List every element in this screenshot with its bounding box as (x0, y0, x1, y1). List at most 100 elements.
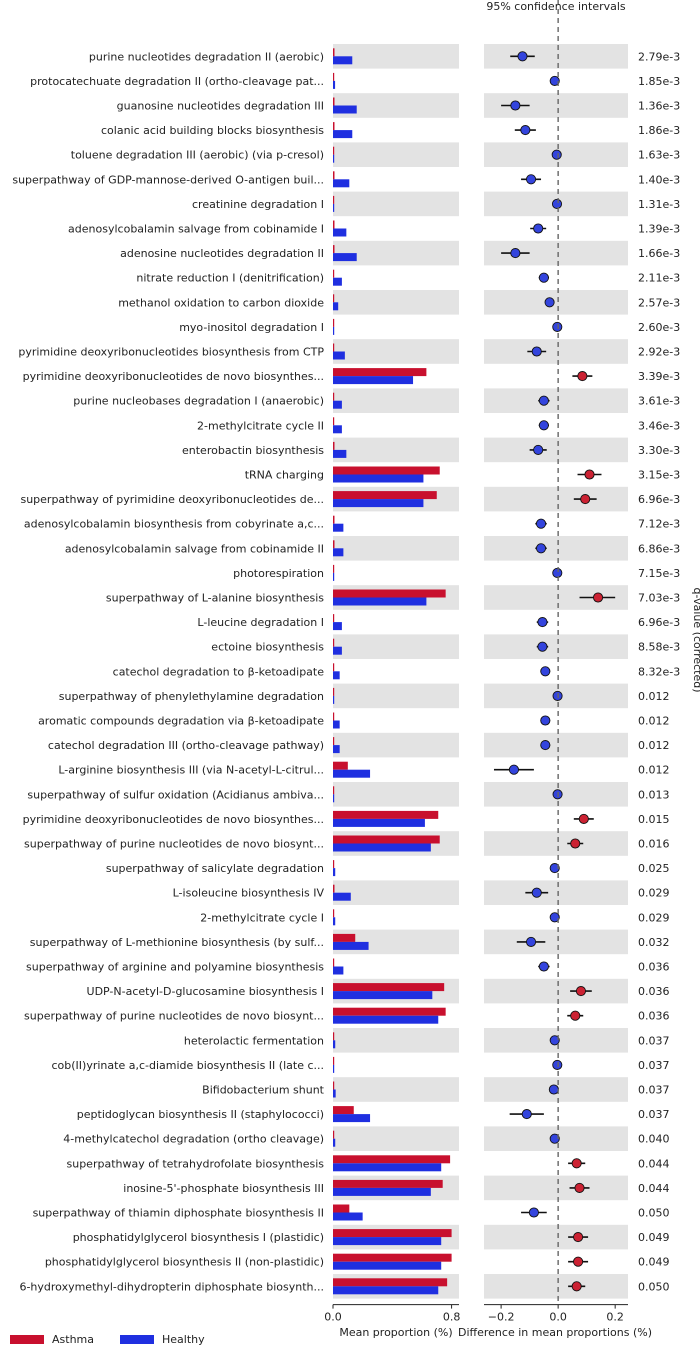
bar-healthy (333, 646, 342, 655)
row-band-left (333, 290, 459, 315)
q-value: 1.85e-3 (638, 75, 680, 88)
effect-dot (580, 494, 591, 505)
left-x-axis-label: Mean proportion (%) (339, 1326, 452, 1339)
row-band-left (333, 880, 459, 905)
pathway-label: superpathway of GDP-mannose-derived O-an… (12, 173, 324, 186)
bar-healthy (333, 1163, 442, 1172)
bar-asthma (333, 958, 335, 967)
q-value: 0.029 (638, 911, 670, 924)
row-band-right (484, 388, 628, 413)
effect-dot (537, 617, 548, 628)
pathway-label: phosphatidylglycerol biosynthesis II (no… (45, 1256, 324, 1269)
row-band-left (333, 536, 459, 561)
bar-healthy (333, 253, 357, 262)
bar-healthy (333, 892, 351, 901)
pathway-label: superpathway of L-methionine biosynthesi… (30, 936, 324, 949)
pathway-label: pyrimidine deoxyribonucleotides biosynth… (18, 346, 324, 359)
pathway-label: heterolactic fermentation (184, 1034, 324, 1047)
pathway-label: superpathway of tetrahydrofolate biosynt… (67, 1157, 325, 1170)
bar-healthy (333, 1187, 431, 1196)
bar-healthy (333, 351, 345, 360)
pathway-label: UDP-N-acetyl-D-glucosamine biosynthesis … (87, 985, 324, 998)
q-value: 2.11e-3 (638, 272, 680, 285)
bar-asthma (333, 712, 335, 721)
bar-asthma (333, 269, 335, 278)
pathway-label: 6-hydroxymethyl-dihydropterin diphosphat… (19, 1280, 324, 1293)
bar-asthma (333, 884, 335, 893)
pathway-label: L-leucine degradation I (197, 616, 324, 629)
bar-asthma (333, 638, 335, 647)
q-value: 0.012 (638, 690, 670, 703)
bar-healthy (333, 794, 335, 803)
bar-healthy (333, 843, 431, 852)
q-value: 0.050 (638, 1207, 670, 1220)
row-band-left (333, 339, 459, 364)
bar-healthy (333, 1237, 442, 1246)
q-value: 3.61e-3 (638, 395, 680, 408)
legend-swatch-asthma (10, 1335, 44, 1344)
q-value: 0.037 (638, 1059, 670, 1072)
pathway-label: catechol degradation to β-ketoadipate (113, 665, 325, 678)
row-band-left (333, 437, 459, 463)
effect-dot (510, 248, 521, 259)
effect-dot (549, 912, 560, 923)
effect-dot (571, 1158, 582, 1169)
row-band-right (484, 831, 628, 856)
pathway-label: pyrimidine deoxyribonucleotides de novo … (23, 370, 324, 383)
effect-dot (540, 715, 551, 726)
effect-dot (549, 75, 560, 86)
pathway-label: 2-methylcitrate cycle II (197, 419, 324, 432)
bar-asthma (333, 589, 446, 598)
bar-asthma (333, 1155, 451, 1164)
bar-healthy (333, 326, 335, 335)
bar-asthma (333, 663, 335, 672)
pathway-label: catechol degradation III (ortho-cleavage… (48, 739, 324, 752)
bar-healthy (333, 449, 347, 458)
bar-asthma (333, 245, 335, 254)
q-value: 8.58e-3 (638, 641, 680, 654)
right-x-tick-label: 0.0 (549, 1311, 567, 1324)
legend-label-healthy: Healthy (162, 1333, 205, 1346)
bar-healthy (333, 1261, 442, 1270)
pathway-label: superpathway of purine nucleotides de no… (24, 1010, 324, 1023)
pathway-label: protocatechuate degradation II (ortho-cl… (30, 75, 324, 88)
bar-asthma (333, 294, 335, 303)
pathway-label: peptidoglycan biosynthesis II (staphyloc… (77, 1108, 324, 1121)
bar-asthma (333, 1106, 354, 1115)
q-value: 0.036 (638, 961, 670, 974)
effect-dot (531, 346, 542, 357)
bar-healthy (333, 400, 342, 409)
bar-asthma (333, 564, 335, 573)
bar-asthma (333, 171, 335, 180)
bar-healthy (333, 966, 344, 975)
row-band-left (333, 44, 459, 69)
effect-dot (552, 321, 563, 332)
row-bands (333, 44, 628, 1299)
legend-swatch-healthy (120, 1335, 154, 1344)
pathway-label: adenosylcobalamin biosynthesis from coby… (24, 518, 324, 531)
row-band-left (333, 732, 459, 758)
right-x-axis-label: Difference in mean proportions (%) (458, 1326, 652, 1339)
bar-healthy (333, 1064, 335, 1073)
pathway-label: colanic acid building blocks biosynthesi… (101, 124, 324, 137)
effect-dot (528, 1207, 539, 1218)
effect-dot (508, 764, 519, 775)
effect-dot (520, 125, 531, 136)
pathway-label: ectoine biosynthesis (211, 641, 324, 654)
pathway-label: enterobactin biosynthesis (182, 444, 324, 457)
bar-healthy (333, 277, 342, 286)
row-band-right (484, 536, 628, 561)
bar-healthy (333, 179, 350, 188)
q-value: 2.60e-3 (638, 321, 680, 334)
bar-asthma (333, 515, 335, 524)
effect-dot (525, 174, 537, 185)
effect-dot (549, 1133, 560, 1144)
bar-asthma (333, 146, 335, 155)
pathway-label: aromatic compounds degradation via β-ket… (38, 715, 324, 728)
bar-asthma (333, 810, 439, 819)
row-band-right (484, 634, 628, 659)
bar-asthma (333, 220, 335, 229)
pathway-label: inosine-5'-phosphate biosynthesis III (123, 1182, 324, 1195)
effect-dot (510, 100, 521, 111)
legend-item-asthma: Asthma (10, 1333, 94, 1346)
